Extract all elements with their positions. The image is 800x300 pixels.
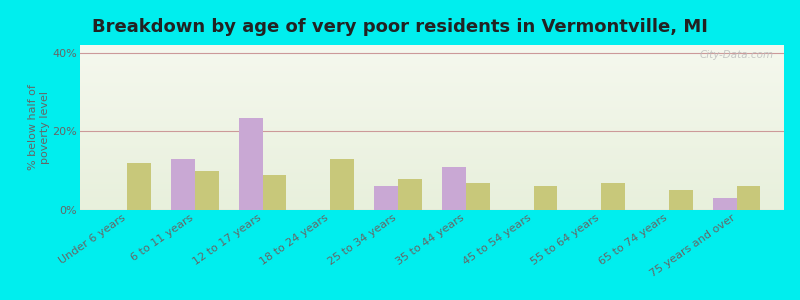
Bar xyxy=(602,182,625,210)
Bar xyxy=(737,186,760,210)
Bar xyxy=(442,167,466,210)
Text: Breakdown by age of very poor residents in Vermontville, MI: Breakdown by age of very poor residents … xyxy=(92,18,708,36)
Bar xyxy=(127,163,151,210)
Bar xyxy=(713,198,737,210)
Bar xyxy=(195,171,218,210)
Bar xyxy=(398,178,422,210)
Bar xyxy=(262,175,286,210)
Bar xyxy=(330,159,354,210)
Bar xyxy=(239,118,262,210)
Bar xyxy=(466,182,490,210)
Y-axis label: % below half of
poverty level: % below half of poverty level xyxy=(28,85,50,170)
Bar xyxy=(669,190,693,210)
Bar xyxy=(171,159,195,210)
Text: City-Data.com: City-Data.com xyxy=(699,50,774,60)
Bar xyxy=(534,186,558,210)
Bar xyxy=(374,186,398,210)
